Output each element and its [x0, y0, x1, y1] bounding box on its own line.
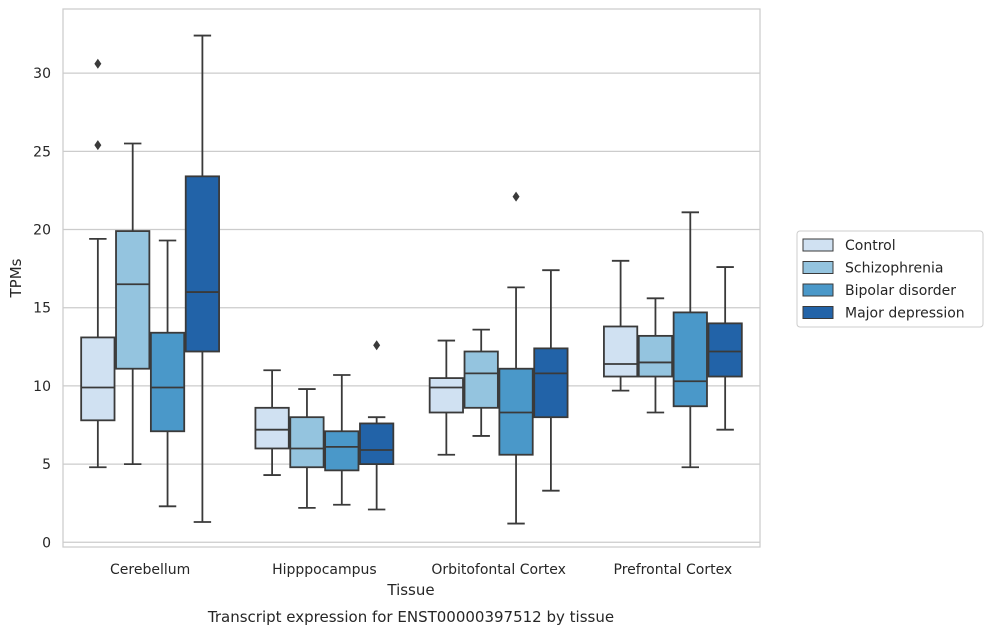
legend-label: Bipolar disorder	[845, 283, 956, 299]
outlier-point	[512, 191, 520, 202]
box-major-depression-1	[359, 340, 395, 511]
figure-caption: Transcript expression for ENST0000039751…	[207, 608, 614, 626]
box-iqr	[184, 175, 220, 353]
box-iqr	[254, 406, 290, 450]
y-tick-label: 15	[33, 301, 51, 317]
y-tick-label: 10	[33, 379, 51, 395]
box-major-depression-3	[707, 266, 743, 431]
box-iqr	[359, 422, 395, 466]
box-iqr	[149, 331, 186, 433]
legend-swatch	[802, 306, 834, 319]
box-iqr	[672, 311, 708, 408]
outlier-point	[94, 58, 102, 69]
box-bipolar-disorder-1	[324, 374, 360, 506]
y-tick-label: 0	[42, 535, 51, 551]
box-schizophrenia-3	[637, 297, 674, 414]
box-iqr	[324, 430, 360, 472]
legend: Control Schizophrenia Bipolar disorder Majo…	[796, 230, 984, 328]
legend-label: Control	[845, 238, 896, 254]
box-bipolar-disorder-3	[672, 211, 708, 469]
x-tick-label: Cerebellum	[110, 562, 190, 578]
y-tick-label: 5	[42, 457, 51, 473]
box-iqr	[289, 416, 325, 469]
x-tick-labels: Cerebellum Hipppocampus Orbitofontal Corte…	[110, 562, 732, 578]
box-major-depression-2	[533, 269, 569, 492]
box-bipolar-disorder-2	[498, 191, 534, 525]
x-tick-label: Hipppocampus	[272, 562, 377, 578]
legend-label: Schizophrenia	[845, 261, 943, 277]
legend-frame	[796, 230, 984, 328]
legend-swatch	[802, 283, 834, 297]
x-tick-label: Orbitofontal Cortex	[431, 562, 566, 578]
y-tick-label: 20	[33, 223, 51, 239]
box-control-0	[80, 58, 116, 469]
box-control-1	[254, 369, 290, 476]
plot-background	[63, 9, 760, 547]
box-iqr	[533, 347, 569, 419]
box-control-2	[428, 339, 464, 456]
box-series-group	[80, 34, 743, 525]
box-iqr	[637, 334, 674, 378]
legend-label: Major depression	[845, 306, 965, 322]
box-iqr	[603, 325, 639, 378]
y-tick-labels: 0 5 10 15 20 25 30	[33, 66, 51, 551]
box-major-depression-0	[184, 34, 220, 523]
legend-swatch	[802, 261, 834, 274]
x-axis-label: Tissue	[386, 581, 434, 599]
box-schizophrenia-1	[289, 388, 325, 509]
outlier-point	[94, 140, 102, 151]
y-tick-label: 30	[33, 66, 51, 82]
y-axis-label: TPMs	[7, 258, 25, 298]
box-schizophrenia-2	[463, 328, 499, 437]
outlier-point	[373, 340, 381, 351]
box-bipolar-disorder-0	[149, 239, 186, 508]
plot-frame	[62, 8, 761, 548]
legend-swatch	[802, 238, 834, 252]
box-iqr	[80, 336, 116, 422]
box-iqr	[428, 377, 464, 414]
x-tick-label: Prefrontal Cortex	[614, 562, 733, 578]
box-control-3	[603, 259, 639, 392]
box-iqr	[115, 230, 151, 370]
y-tick-label: 25	[33, 144, 51, 160]
box-iqr	[707, 322, 743, 378]
box-iqr	[463, 350, 499, 409]
box-schizophrenia-0	[115, 142, 151, 466]
